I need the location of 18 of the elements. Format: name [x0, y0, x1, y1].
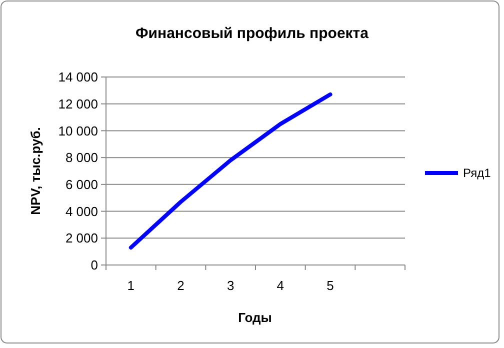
chart-title: Финансовый профиль проекта: [136, 25, 370, 42]
y-tick-label: 6 000: [65, 176, 98, 192]
x-tick-label: 2: [177, 278, 184, 293]
x-tick-label: 4: [276, 278, 284, 293]
y-tick-label: 8 000: [65, 150, 98, 166]
y-tick-label: 2 000: [65, 230, 98, 246]
legend-label: Ряд1: [463, 166, 492, 180]
y-tick-label: 10 000: [58, 123, 98, 138]
y-axis-title: NPV, тыс.руб.: [28, 127, 43, 215]
y-tick-label: 14 000: [58, 70, 98, 85]
y-tick-label: 0: [90, 258, 98, 273]
y-tick-label: 4 000: [65, 204, 98, 219]
y-tick-label: 12 000: [58, 96, 98, 112]
x-tick-label: 3: [226, 278, 234, 293]
x-axis-title: Годы: [238, 310, 272, 325]
x-tick-label: 5: [326, 278, 334, 293]
line-series: [128, 92, 332, 250]
x-tick-label: 1: [127, 278, 135, 293]
